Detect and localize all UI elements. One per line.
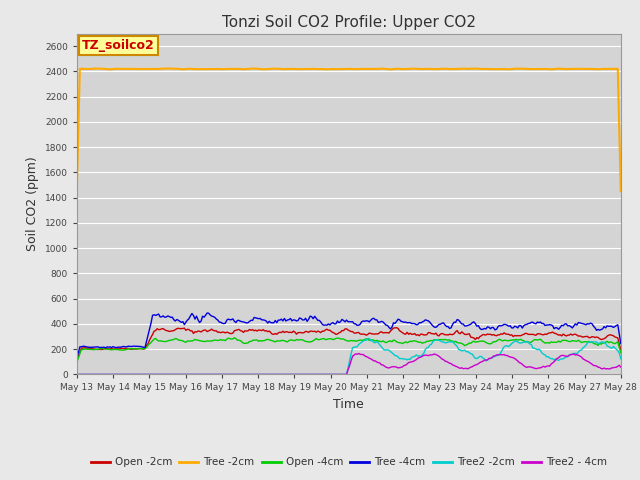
Title: Tonzi Soil CO2 Profile: Upper CO2: Tonzi Soil CO2 Profile: Upper CO2 — [222, 15, 476, 30]
Y-axis label: Soil CO2 (ppm): Soil CO2 (ppm) — [26, 156, 39, 252]
Text: TZ_soilco2: TZ_soilco2 — [82, 39, 155, 52]
Legend: Open -2cm, Tree -2cm, Open -4cm, Tree -4cm, Tree2 -2cm, Tree2 - 4cm: Open -2cm, Tree -2cm, Open -4cm, Tree -4… — [86, 453, 611, 471]
X-axis label: Time: Time — [333, 398, 364, 411]
